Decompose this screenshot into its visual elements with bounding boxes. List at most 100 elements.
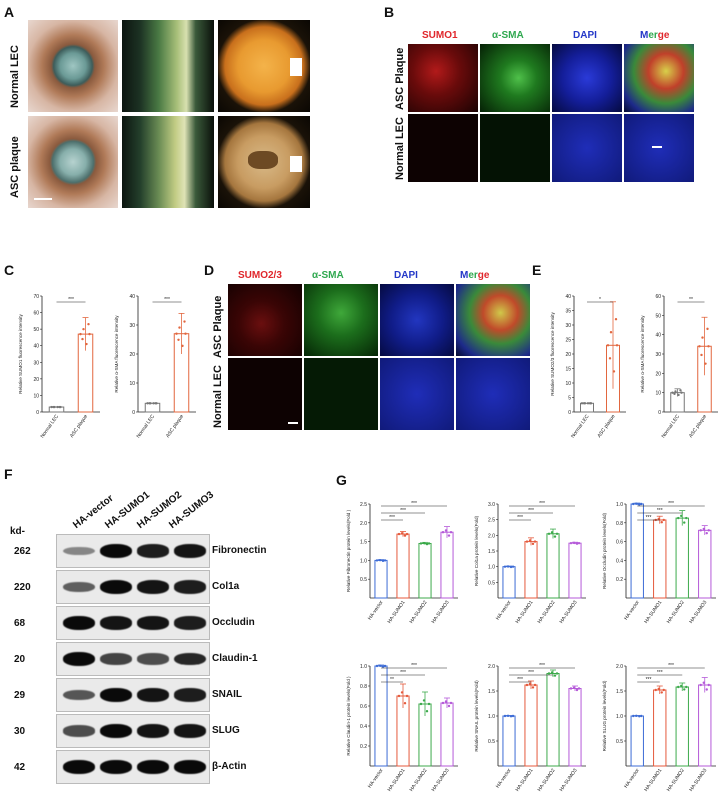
y-axis-label: Relative Col1a protein levels(Fold) xyxy=(474,515,479,586)
blot-strip xyxy=(56,642,210,676)
data-point xyxy=(447,534,451,537)
blot-band xyxy=(174,544,206,558)
chart-e-asma: 0 10 20 30 40 50 60 Relative α-SMA fluorescence… xyxy=(640,294,718,439)
asc-plaque-slitlamp-photo xyxy=(122,116,214,208)
y-axis-label: Relative SNAIL protein levels(Fold) xyxy=(474,680,479,752)
y-axis-label: Relative SUMO2/3 fluorescence intensity xyxy=(550,312,555,396)
x-tick-label: HA-vector xyxy=(495,599,513,621)
x-tick-label: HA-SUMO2 xyxy=(409,768,429,793)
y-tick-label: 2.0 xyxy=(360,521,367,527)
y-tick-label: 15 xyxy=(565,367,571,373)
bar xyxy=(502,715,516,767)
y-axis-label: Relative α-SMA fluorescence intensity xyxy=(114,315,119,393)
y-tick-label: 0.5 xyxy=(360,577,367,583)
data-point xyxy=(375,559,379,562)
data-point xyxy=(632,714,635,718)
bar xyxy=(546,533,560,599)
data-point xyxy=(400,532,404,535)
data-point xyxy=(660,521,663,524)
x-tick-label: HA-SUMO3 xyxy=(431,600,451,625)
x-tick-label: HA-SUMO3 xyxy=(431,768,451,793)
panel-f-western-blot: HA-vector HA-SUMO1 HA-SUMO2 HA-SUMO3 kd- 26… xyxy=(0,480,330,812)
data-point xyxy=(673,392,676,396)
blot-band xyxy=(174,688,206,702)
panel-d-channel-merge: Merge xyxy=(460,270,490,281)
blot-protein-name: Claudin-1 xyxy=(212,653,258,664)
normal-lec-eye-photo xyxy=(28,20,118,112)
blot-band xyxy=(100,760,132,774)
kd-value: 29 xyxy=(14,690,26,701)
bar xyxy=(630,503,644,599)
y-tick-label: 2.5 xyxy=(360,502,367,508)
data-point xyxy=(154,402,157,405)
x-tick-label: HA-SUMO3 xyxy=(559,768,579,793)
y-tick-label: 1.5 xyxy=(360,540,367,546)
bar xyxy=(440,702,454,767)
data-point xyxy=(383,559,387,562)
data-point xyxy=(177,338,180,341)
chart-e-sumo23: 0 5 10 15 20 25 30 35 40 Relative SUMO2/3 fluores… xyxy=(550,294,626,439)
y-tick-label: 20 xyxy=(33,377,39,383)
significance-label: *** xyxy=(411,663,417,669)
x-tick-label: HA-vector xyxy=(495,767,513,789)
y-tick-label: 0.5 xyxy=(616,739,623,745)
data-point xyxy=(654,688,657,692)
data-point xyxy=(660,691,663,694)
y-tick-label: 40 xyxy=(565,294,571,300)
data-point xyxy=(577,687,581,690)
blot-band xyxy=(63,546,95,556)
bar xyxy=(675,517,689,599)
blot-protein-name: Occludin xyxy=(212,617,255,628)
panel-b-row-normal: Normal LEC xyxy=(394,117,406,180)
data-point xyxy=(680,514,683,518)
d-sumo23-normal-image xyxy=(228,358,302,430)
bar xyxy=(698,684,712,767)
data-point xyxy=(449,701,453,705)
b-sumo1-asc-image xyxy=(408,44,478,112)
data-point xyxy=(403,534,407,537)
data-point xyxy=(635,714,638,718)
y-tick-label: 0.4 xyxy=(360,724,367,730)
data-point xyxy=(528,539,532,542)
y-tick-label: 30 xyxy=(129,323,135,329)
blot-strip xyxy=(56,678,210,712)
blot-strip xyxy=(56,750,210,784)
data-point xyxy=(606,344,610,347)
blot-band xyxy=(63,581,95,593)
light-reflex-icon xyxy=(290,58,302,76)
kd-value: 68 xyxy=(14,618,26,629)
blot-protein-name: Col1a xyxy=(212,581,240,592)
blot-protein-name: β-Actin xyxy=(212,761,247,772)
data-point xyxy=(82,327,85,331)
data-point xyxy=(88,332,91,336)
bar xyxy=(630,715,644,767)
y-axis-label: Relative Occludin protein levels(Fold) xyxy=(602,512,607,589)
data-point xyxy=(609,331,613,334)
blot-band xyxy=(100,688,132,702)
blot-band xyxy=(137,616,169,630)
y-tick-label: 30 xyxy=(565,323,571,329)
data-point xyxy=(79,332,82,336)
data-point xyxy=(87,322,90,326)
panel-label-g: G xyxy=(336,472,347,488)
y-tick-label: 2.0 xyxy=(616,664,623,670)
significance-label: *** xyxy=(400,670,406,676)
data-point xyxy=(577,541,581,545)
y-tick-label: 60 xyxy=(655,294,661,300)
data-point xyxy=(553,535,557,538)
data-point xyxy=(422,699,426,702)
y-tick-label: 30 xyxy=(655,352,661,358)
b-asma-normal-image xyxy=(480,114,550,182)
y-axis-label: Relative SUMO1 fluorescence intensity xyxy=(18,313,23,393)
significance-label: ** xyxy=(390,677,394,683)
bar xyxy=(524,541,538,599)
x-tick-label: HA-SUMO2 xyxy=(537,768,557,793)
panel-label-f: F xyxy=(4,466,13,482)
blot-band xyxy=(100,653,132,665)
panel-d-channel-sumo23: SUMO2/3 xyxy=(238,270,282,281)
data-point xyxy=(608,357,612,360)
d-merge-normal-image xyxy=(456,358,530,430)
data-point xyxy=(701,336,704,339)
kd-value: 20 xyxy=(14,654,26,665)
blot-band xyxy=(174,760,206,774)
